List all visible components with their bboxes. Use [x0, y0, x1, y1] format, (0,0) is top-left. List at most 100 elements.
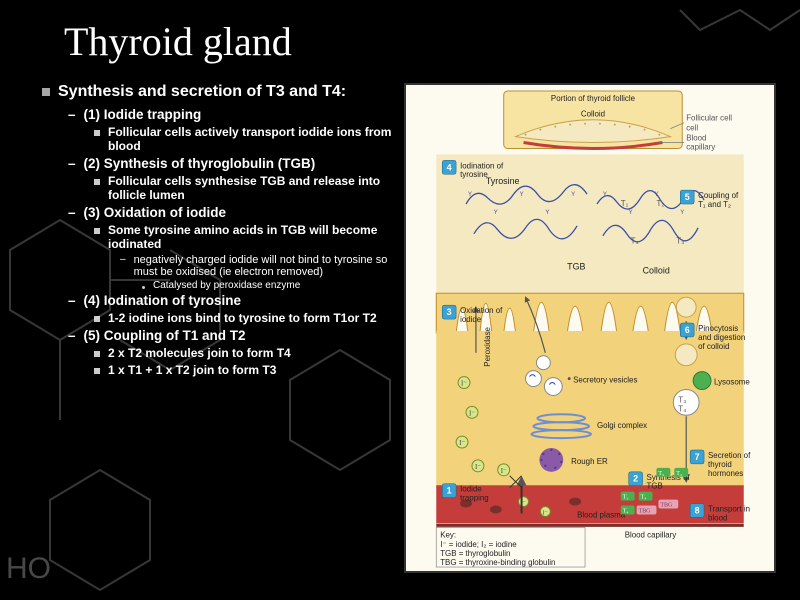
- svg-text:I⁻: I⁻: [501, 467, 507, 475]
- heading-text: Synthesis and secretion of T3 and T4:: [58, 83, 346, 101]
- svg-text:I⁻ = iodide; I₂ = iodine: I⁻ = iodide; I₂ = iodine: [440, 540, 517, 549]
- outline-text: (3) Oxidation of iodide: [84, 205, 227, 220]
- svg-text:6: 6: [685, 325, 690, 335]
- svg-text:T₁ and T₂: T₁ and T₂: [698, 200, 731, 209]
- svg-text:1: 1: [447, 486, 452, 496]
- svg-text:T₂: T₂: [656, 199, 664, 208]
- svg-text:Tyrosine: Tyrosine: [486, 176, 520, 186]
- outline-text: (2) Synthesis of thyroglobulin (TGB): [84, 156, 316, 171]
- svg-text:Y: Y: [468, 192, 472, 198]
- svg-text:T₃: T₃: [658, 471, 664, 477]
- svg-text:thyroid: thyroid: [708, 460, 732, 469]
- svg-text:T₃: T₃: [623, 495, 629, 501]
- dash-bullet-icon: –: [68, 293, 76, 308]
- svg-text:Pinocytosis: Pinocytosis: [698, 324, 738, 333]
- svg-text:Y: Y: [520, 192, 524, 198]
- svg-text:Peroxidase: Peroxidase: [483, 326, 492, 366]
- dash-bullet-icon: –: [68, 156, 76, 171]
- svg-text:Iodide: Iodide: [460, 485, 482, 494]
- outline-item: Follicular cells actively transport iodi…: [94, 125, 392, 153]
- svg-text:T₄: T₄: [676, 471, 682, 477]
- svg-text:and digestion: and digestion: [698, 333, 745, 342]
- svg-text:Follicular cell: Follicular cell: [686, 114, 732, 123]
- svg-text:TBG: TBG: [639, 508, 652, 514]
- svg-text:T₄: T₄: [631, 237, 639, 246]
- outline-item: –(5) Coupling of T1 and T2: [68, 328, 392, 343]
- svg-text:blood: blood: [708, 513, 727, 522]
- outline-item: –(1) Iodide trapping: [68, 107, 392, 122]
- heading-row: Synthesis and secretion of T3 and T4:: [42, 83, 392, 101]
- square-bullet-icon: [94, 368, 100, 374]
- svg-text:T₃: T₃: [676, 237, 684, 246]
- svg-text:7: 7: [695, 452, 700, 462]
- svg-text:Oxidation of: Oxidation of: [460, 306, 503, 315]
- svg-text:Coupling of: Coupling of: [698, 191, 739, 200]
- diagram-svg: Portion of thyroid follicle Colloid Foll…: [406, 85, 774, 571]
- square-bullet-icon: [94, 228, 100, 234]
- text-column: Synthesis and secretion of T3 and T4: –(…: [42, 83, 392, 583]
- thyroid-diagram: Portion of thyroid follicle Colloid Foll…: [404, 83, 776, 573]
- svg-text:I⁻: I⁻: [475, 463, 481, 471]
- svg-text:I⁻: I⁻: [469, 409, 475, 417]
- outline-item: –(3) Oxidation of iodide: [68, 205, 392, 220]
- outline-text: (4) Iodination of tyrosine: [84, 293, 242, 308]
- svg-text:capillary: capillary: [686, 142, 715, 151]
- svg-text:Secretion of: Secretion of: [708, 451, 751, 460]
- svg-text:5: 5: [685, 192, 690, 202]
- outline-item: Catalysed by peroxidase enzyme: [142, 280, 392, 291]
- svg-text:T₄: T₄: [678, 404, 686, 413]
- svg-text:Secretory vesicles: Secretory vesicles: [573, 376, 637, 385]
- square-bullet-icon: [94, 316, 100, 322]
- content-row: Synthesis and secretion of T3 and T4: –(…: [42, 83, 776, 583]
- svg-text:Transport in: Transport in: [708, 504, 750, 513]
- rough-er-icon: [539, 448, 563, 472]
- svg-text:Y: Y: [629, 210, 633, 216]
- svg-text:I⁻: I⁻: [542, 510, 547, 516]
- svg-text:Portion of thyroid follicle: Portion of thyroid follicle: [551, 94, 636, 103]
- svg-text:4: 4: [447, 162, 452, 172]
- outline-text: Catalysed by peroxidase enzyme: [153, 280, 300, 291]
- svg-text:Iodination of: Iodination of: [460, 161, 504, 170]
- outline-text: Follicular cells actively transport iodi…: [108, 125, 392, 153]
- outline-item: 2 x T2 molecules join to form T4: [94, 346, 392, 360]
- svg-text:Blood capillary: Blood capillary: [625, 530, 677, 539]
- svg-text:cell: cell: [686, 124, 698, 133]
- svg-text:hormones: hormones: [708, 469, 743, 478]
- svg-text:I⁻: I⁻: [459, 439, 465, 447]
- svg-text:Y: Y: [680, 210, 684, 216]
- svg-text:Colloid: Colloid: [581, 110, 605, 119]
- dash-bullet-icon: –: [68, 205, 76, 220]
- svg-text:Y: Y: [654, 192, 658, 198]
- outline-text: 2 x T2 molecules join to form T4: [108, 346, 291, 360]
- svg-text:Y: Y: [545, 210, 549, 216]
- svg-text:Y: Y: [603, 192, 607, 198]
- svg-text:TBG = thyroxine-binding globul: TBG = thyroxine-binding globulin: [440, 558, 555, 567]
- svg-text:TBG: TBG: [660, 503, 673, 509]
- svg-text:Golgi complex: Golgi complex: [597, 421, 647, 430]
- svg-text:3: 3: [447, 307, 452, 317]
- svg-text:TGB = thyroglobulin: TGB = thyroglobulin: [440, 549, 510, 558]
- outline-item: –(4) Iodination of tyrosine: [68, 293, 392, 308]
- svg-text:Colloid: Colloid: [643, 265, 670, 275]
- svg-text:T₄: T₄: [641, 495, 647, 501]
- svg-text:2: 2: [633, 474, 638, 484]
- svg-text:T₄: T₄: [623, 508, 629, 514]
- outline-item: –(2) Synthesis of thyroglobulin (TGB): [68, 156, 392, 171]
- svg-text:tyrosine: tyrosine: [460, 170, 488, 179]
- svg-text:Blood plasma: Blood plasma: [577, 510, 626, 519]
- square-bullet-icon: [94, 351, 100, 357]
- outline-item: Some tyrosine amino acids in TGB will be…: [94, 223, 392, 251]
- outline-item: 1 x T1 + 1 x T2 join to form T3: [94, 363, 392, 377]
- outline-text: Follicular cells synthesise TGB and rele…: [108, 174, 392, 202]
- dash-bullet-icon: –: [120, 254, 126, 265]
- square-bullet-icon: [42, 88, 50, 96]
- svg-text:TGB: TGB: [567, 261, 585, 271]
- slide-root: Thyroid gland Synthesis and secretion of…: [0, 0, 800, 600]
- svg-text:iodide: iodide: [460, 315, 482, 324]
- svg-text:T₁: T₁: [621, 199, 629, 208]
- svg-text:T₃: T₃: [678, 395, 686, 404]
- outline-text: (1) Iodide trapping: [84, 107, 202, 122]
- svg-text:Blood: Blood: [686, 134, 706, 143]
- outline-text: 1-2 iodine ions bind to tyrosine to form…: [108, 311, 377, 325]
- dash-bullet-icon: –: [68, 328, 76, 343]
